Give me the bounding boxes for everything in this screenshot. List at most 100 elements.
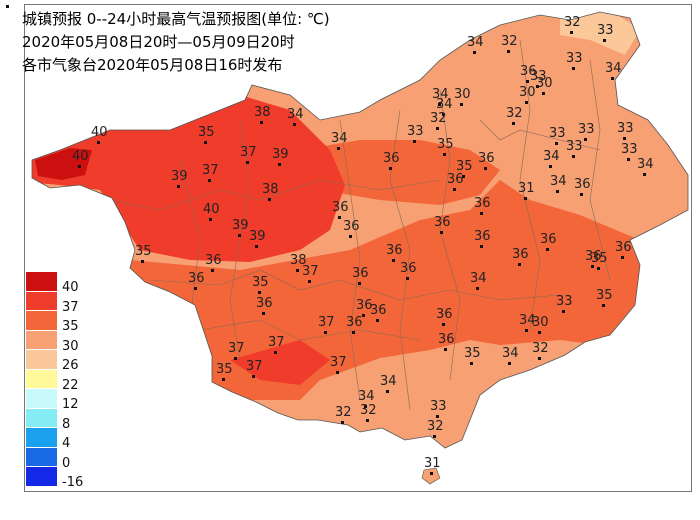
city-dot	[470, 362, 473, 365]
city-temp-label: 33	[617, 121, 634, 136]
city-marker: 36	[436, 307, 453, 326]
city-marker: 35	[591, 251, 608, 270]
city-marker: 33	[549, 126, 566, 145]
city-temp-label: 32	[501, 34, 518, 49]
temperature-legend: 40 37 35 30 26 22 12 8 4 0 -16	[26, 272, 108, 489]
city-marker: 39	[249, 229, 266, 248]
city-temp-label: 34	[467, 35, 484, 50]
city-dot	[208, 179, 211, 182]
city-marker: 36	[585, 249, 602, 268]
city-marker: 37	[228, 341, 245, 360]
city-temp-label: 36	[256, 296, 273, 311]
city-dot	[222, 378, 225, 381]
city-marker: 34	[380, 374, 397, 393]
city-dot	[572, 67, 575, 70]
legend-label: 0	[62, 455, 71, 471]
city-marker: 36	[332, 200, 349, 219]
city-temp-label: 33	[430, 399, 447, 414]
city-marker: 36	[256, 296, 273, 315]
city-marker: 32	[427, 419, 444, 438]
city-temp-label: 36	[478, 151, 495, 166]
city-temp-label: 34	[519, 313, 536, 328]
city-temp-label: 36	[332, 200, 349, 215]
city-marker: 36	[205, 253, 222, 272]
city-marker: 33	[597, 23, 614, 42]
city-marker: 33	[566, 139, 583, 158]
city-marker: 36	[474, 229, 491, 248]
city-dot	[584, 138, 587, 141]
city-marker: 36	[474, 196, 491, 215]
county-lines	[109, 39, 611, 411]
issue-info: 各市气象台2020年05月08日16时发布	[22, 56, 283, 74]
legend-label: 35	[62, 319, 79, 334]
city-dot	[6, 5, 9, 8]
city-dot	[177, 185, 180, 188]
city-dot	[602, 304, 605, 307]
city-temp-label: 34	[380, 374, 397, 389]
city-marker: 37	[202, 163, 219, 182]
city-dot	[442, 113, 445, 116]
city-marker: 34	[637, 157, 654, 176]
city-marker: 34	[331, 131, 348, 150]
city-dot	[209, 218, 212, 221]
city-marker: 35	[437, 137, 454, 156]
city-marker: 35	[135, 244, 152, 263]
city-dot	[518, 263, 521, 266]
city-dot	[556, 190, 559, 193]
city-marker: 35	[216, 362, 233, 381]
city-temp-label: 36	[205, 253, 222, 268]
city-marker: 39	[232, 218, 249, 237]
city-dot	[538, 331, 541, 334]
city-marker: 36	[370, 303, 387, 322]
city-dot	[349, 235, 352, 238]
legend-row: 22	[26, 369, 108, 392]
legend-swatch	[26, 408, 57, 428]
city-temp-label: 32	[564, 15, 581, 30]
city-temp-label: 36	[0, 0, 17, 4]
city-dot	[444, 348, 447, 351]
city-marker: 36	[386, 243, 403, 262]
city-dot	[278, 163, 281, 166]
city-dot	[338, 216, 341, 219]
city-dot	[234, 357, 237, 360]
zone-30-cool	[560, 12, 640, 55]
city-dot	[526, 80, 529, 83]
city-dot	[512, 122, 515, 125]
map-header: 城镇预报 0--24小时最高气温预报图(单位: ℃) 2020年05月08日20…	[22, 8, 330, 77]
city-dot	[460, 103, 463, 106]
city-dot	[324, 331, 327, 334]
city-temp-label: 34	[432, 87, 449, 102]
city-temp-label: 31	[424, 456, 441, 471]
zone-40-plus	[35, 148, 92, 180]
city-temp-label: 37	[268, 335, 285, 350]
city-marker: 33	[566, 51, 583, 70]
city-temp-label: 30	[519, 85, 536, 100]
legend-row: 35	[26, 311, 108, 334]
city-dot	[194, 287, 197, 290]
city-dot	[623, 137, 626, 140]
city-marker: 33	[407, 124, 424, 143]
forecast-period: 2020年05月08日20时—05月09日20时	[22, 33, 295, 51]
city-dot	[413, 140, 416, 143]
legend-swatch	[26, 291, 57, 311]
city-temp-label: 32	[430, 111, 447, 126]
city-temp-label: 32	[532, 341, 549, 356]
city-marker: 36	[434, 215, 451, 234]
city-dot	[603, 39, 606, 42]
city-dot	[536, 85, 539, 88]
city-temp-label: 34	[550, 174, 567, 189]
city-marker: 33	[578, 122, 595, 141]
city-dot	[572, 155, 575, 158]
city-marker: 34	[287, 107, 304, 126]
city-temp-label: 33	[530, 69, 547, 84]
city-marker: 30	[536, 76, 553, 95]
city-temp-label: 35	[252, 275, 269, 290]
city-temp-label: 34	[0, 0, 17, 4]
city-marker: 30	[454, 87, 471, 106]
city-temp-label: 33	[407, 124, 424, 139]
city-dot	[141, 260, 144, 263]
city-temp-label: 36	[346, 315, 363, 330]
city-dot	[555, 142, 558, 145]
city-temp-label: 35	[135, 244, 152, 259]
